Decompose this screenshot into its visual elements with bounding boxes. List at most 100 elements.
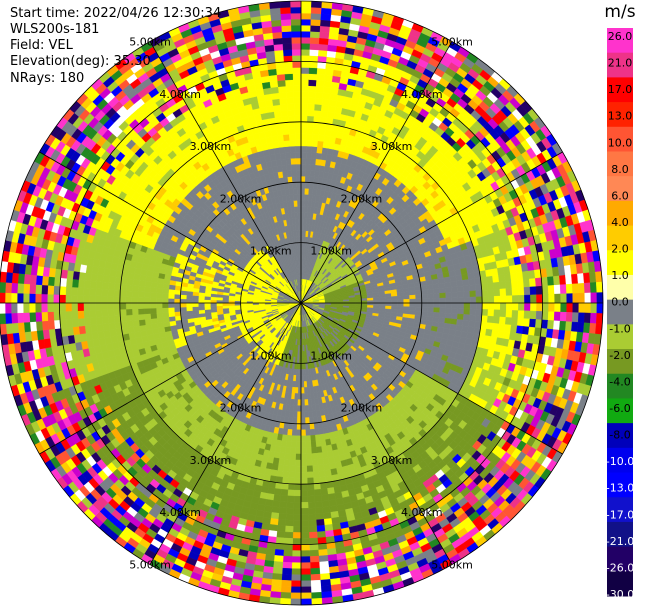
velocity-cell [294,477,302,485]
velocity-cell [373,300,380,304]
velocity-cell [511,317,519,326]
velocity-cell [536,302,543,312]
velocity-cell [571,312,579,323]
velocity-cell [439,302,447,309]
velocity-cell [300,435,307,443]
velocity-cell [305,447,312,455]
velocity-cell [304,188,310,195]
velocity-cell [310,440,317,448]
velocity-cell [296,411,302,418]
velocity-cell [300,121,308,129]
velocity-cell [367,297,374,301]
velocity-cell [296,423,302,431]
velocity-cell [475,308,483,316]
velocity-cell [529,286,537,296]
velocity-cell [439,292,447,299]
velocity-cell [269,518,279,526]
velocity-cell [361,298,368,302]
velocity-cell [320,19,331,27]
velocity-cell [307,115,315,123]
velocity-cell [288,471,296,479]
velocity-cell [307,501,316,509]
velocity-cell [499,288,507,297]
velocity-cell [311,452,318,460]
velocity-cell [318,470,326,478]
velocity-cell [300,465,308,473]
velocity-cell [320,104,329,112]
velocity-cell [284,452,291,460]
velocity-cell [577,312,585,324]
velocity-cell [300,37,311,44]
velocity-cell [426,311,434,318]
velocity-cell [456,280,464,287]
velocity-cell [281,567,292,575]
velocity-cell [300,175,306,183]
velocity-cell [456,319,464,326]
velocity-cell [295,459,302,467]
velocity-cell [303,387,308,394]
velocity-cell [300,212,305,219]
velocity-cell [290,447,297,455]
velocity-cell [291,574,302,582]
velocity-cell [308,67,318,75]
velocity-cell [321,451,329,459]
velocity-cell [307,91,316,99]
velocity-cell [373,302,380,306]
velocity-cell [577,282,585,294]
velocity-cell [279,598,291,606]
velocity-cell [271,573,283,581]
velocity-cell [403,298,410,304]
velocity-cell [300,447,307,455]
velocity-cell [292,411,298,418]
velocity-cell [295,447,302,455]
velocity-cell [279,495,288,503]
velocity-cell [300,550,311,557]
velocity-cell [316,146,324,154]
velocity-cell [324,74,334,82]
velocity-cell [553,311,561,322]
velocity-cell [403,302,410,308]
velocity-cell [304,182,310,189]
velocity-cell [535,277,543,287]
velocity-cell [307,97,316,105]
velocity-cell [589,323,597,335]
velocity-cell [307,392,312,400]
velocity-cell [317,61,327,69]
velocity-cell [320,13,332,21]
velocity-cell [313,482,321,491]
velocity-cell [279,501,288,509]
velocity-cell [432,283,440,290]
velocity-cell [270,585,282,593]
velocity-cell [444,312,452,320]
velocity-cell [475,290,483,298]
velocity-cell [286,428,293,436]
velocity-cell [300,381,305,388]
velocity-cell [499,316,507,325]
velocity-cell [492,275,500,284]
velocity-cell [426,288,434,295]
velocity-cell [493,288,501,297]
velocity-cell [486,275,494,284]
velocity-cell [433,307,441,313]
velocity-cell [518,294,525,304]
velocity-cell [300,85,309,92]
velocity-cell [300,145,307,153]
velocity-cell [433,297,441,304]
velocity-cell [451,297,459,304]
velocity-cell [385,302,392,307]
velocity-cell [316,73,326,81]
velocity-cell [285,513,294,521]
velocity-cell [286,501,295,509]
velocity-cell [379,299,386,304]
velocity-cell [297,381,302,388]
velocity-cell [296,429,302,437]
velocity-cell [316,531,326,539]
velocity-cell [456,313,464,321]
velocity-cell [308,513,317,521]
velocity-cell [493,316,501,325]
velocity-cell [271,579,282,587]
velocity-cell [457,291,465,298]
velocity-cell [420,285,428,291]
velocity-cell [583,312,591,324]
velocity-cell [290,592,302,600]
